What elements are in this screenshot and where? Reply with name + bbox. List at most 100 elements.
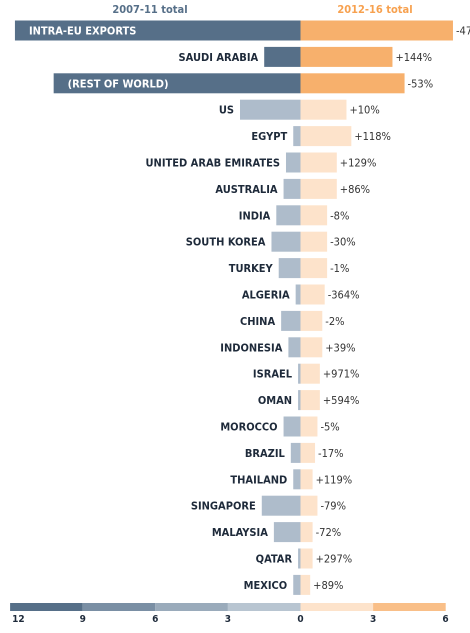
bar-2012-16-rest-of-world bbox=[300, 73, 405, 94]
x-tick-left-12: 12 bbox=[12, 614, 25, 625]
bar-2007-11-us bbox=[240, 99, 301, 120]
category-label-rest-of-world: (REST OF WORLD) bbox=[68, 77, 169, 90]
bar-2007-11-china bbox=[281, 310, 301, 331]
x-tick-right-3: 3 bbox=[370, 614, 376, 625]
change-label-australia: +86% bbox=[340, 183, 370, 196]
change-label-china: -2% bbox=[325, 315, 344, 328]
bar-2007-11-intra-eu-exports bbox=[14, 20, 301, 41]
change-label-egypt: +118% bbox=[354, 130, 391, 143]
category-label-thailand: THAILAND bbox=[230, 473, 287, 486]
change-label-saudi-arabia: +144% bbox=[395, 51, 432, 64]
change-label-us: +10% bbox=[349, 104, 379, 117]
bar-2012-16-india bbox=[300, 205, 328, 226]
category-label-morocco: MOROCCO bbox=[220, 421, 277, 434]
bar-2007-11-morocco bbox=[283, 416, 301, 437]
bar-2007-11-malaysia bbox=[273, 522, 301, 543]
bar-2007-11-indonesia bbox=[288, 337, 301, 358]
axis-band-right-0 bbox=[300, 603, 374, 611]
change-label-south-korea: -30% bbox=[330, 236, 356, 249]
bar-2007-11-rest-of-world bbox=[53, 73, 301, 94]
bar-2007-11-united-arab-emirates bbox=[285, 152, 301, 173]
bar-2007-11-india bbox=[276, 205, 301, 226]
change-label-malaysia: -72% bbox=[316, 526, 342, 539]
change-label-united-arab-emirates: +129% bbox=[340, 157, 377, 170]
category-label-algeria: ALGERIA bbox=[242, 289, 290, 302]
category-label-oman: OMAN bbox=[258, 394, 292, 407]
bar-2007-11-saudi-arabia bbox=[264, 46, 301, 67]
category-label-australia: AUSTRALIA bbox=[215, 183, 278, 196]
bar-2012-16-intra-eu-exports bbox=[300, 20, 453, 41]
x-tick-left-6: 6 bbox=[152, 614, 158, 625]
category-label-singapore: SINGAPORE bbox=[191, 500, 256, 513]
axis-band-left-3 bbox=[227, 603, 301, 611]
bar-2012-16-united-arab-emirates bbox=[300, 152, 337, 173]
bar-2007-11-brazil bbox=[290, 442, 301, 463]
bar-2012-16-egypt bbox=[300, 126, 352, 147]
category-label-south-korea: SOUTH KOREA bbox=[186, 236, 266, 249]
change-label-algeria: -364% bbox=[328, 289, 360, 302]
bar-2007-11-singapore bbox=[261, 495, 301, 516]
category-label-us: US bbox=[219, 104, 234, 117]
axis-band-right-1 bbox=[373, 603, 446, 611]
bar-2012-16-brazil bbox=[300, 442, 316, 463]
axis-band-left-2 bbox=[155, 603, 228, 611]
change-label-rest-of-world: -53% bbox=[408, 77, 434, 90]
change-label-morocco: -5% bbox=[320, 421, 339, 434]
axis-band-left-1 bbox=[82, 603, 156, 611]
x-tick-right-0: 0 bbox=[297, 614, 303, 625]
bar-2012-16-algeria bbox=[300, 284, 325, 305]
bar-2012-16-israel bbox=[300, 363, 320, 384]
change-label-thailand: +119% bbox=[316, 473, 353, 486]
change-label-israel: +971% bbox=[323, 368, 360, 381]
bar-2012-16-morocco bbox=[300, 416, 318, 437]
category-label-saudi-arabia: SAUDI ARABIA bbox=[179, 51, 259, 64]
category-label-malaysia: MALAYSIA bbox=[212, 526, 268, 539]
category-label-united-arab-emirates: UNITED ARAB EMIRATES bbox=[146, 157, 280, 170]
axis-band-left-0 bbox=[10, 603, 83, 611]
bar-2007-11-south-korea bbox=[271, 231, 301, 252]
bar-2007-11-mexico bbox=[293, 574, 301, 595]
category-label-turkey: TURKEY bbox=[229, 262, 274, 275]
bar-2007-11-oman bbox=[298, 390, 301, 411]
change-label-oman: +594% bbox=[323, 394, 360, 407]
series-2012-16-header: 2012-16 total bbox=[337, 3, 413, 16]
bar-2007-11-algeria bbox=[295, 284, 301, 305]
series-2007-11-header: 2007-11 total bbox=[112, 3, 188, 16]
change-label-intra-eu-exports: -47% bbox=[456, 25, 470, 38]
category-label-china: CHINA bbox=[240, 315, 276, 328]
change-label-india: -8% bbox=[330, 209, 349, 222]
bar-2012-16-turkey bbox=[300, 258, 328, 279]
category-label-indonesia: INDONESIA bbox=[220, 341, 282, 354]
category-label-intra-eu-exports: INTRA-EU EXPORTS bbox=[29, 25, 136, 38]
bar-2007-11-qatar bbox=[298, 548, 301, 569]
bar-2007-11-thailand bbox=[293, 469, 301, 490]
bar-2012-16-oman bbox=[300, 390, 320, 411]
change-label-indonesia: +39% bbox=[325, 341, 355, 354]
category-label-egypt: EGYPT bbox=[251, 130, 287, 143]
bar-2007-11-israel bbox=[298, 363, 301, 384]
bar-2007-11-turkey bbox=[278, 258, 301, 279]
change-label-singapore: -79% bbox=[320, 500, 346, 513]
change-label-turkey: -1% bbox=[330, 262, 349, 275]
bar-2012-16-singapore bbox=[300, 495, 318, 516]
category-label-india: INDIA bbox=[239, 209, 271, 222]
bar-2012-16-south-korea bbox=[300, 231, 328, 252]
bar-2007-11-egypt bbox=[293, 126, 301, 147]
category-label-israel: ISRAEL bbox=[253, 368, 293, 381]
bar-2012-16-us bbox=[300, 99, 347, 120]
change-label-qatar: +297% bbox=[316, 553, 353, 566]
bar-2012-16-malaysia bbox=[300, 522, 313, 543]
bar-2012-16-thailand bbox=[300, 469, 313, 490]
bar-2012-16-mexico bbox=[300, 574, 311, 595]
change-label-mexico: +89% bbox=[313, 579, 343, 592]
x-tick-right-6: 6 bbox=[442, 614, 448, 625]
bar-2012-16-saudi-arabia bbox=[300, 46, 393, 67]
bar-2012-16-china bbox=[300, 310, 323, 331]
category-label-qatar: QATAR bbox=[256, 553, 293, 566]
x-tick-left-3: 3 bbox=[225, 614, 231, 625]
category-label-brazil: BRAZIL bbox=[245, 447, 286, 460]
bar-2012-16-australia bbox=[300, 178, 337, 199]
change-label-brazil: -17% bbox=[318, 447, 344, 460]
category-label-mexico: MEXICO bbox=[244, 579, 288, 592]
